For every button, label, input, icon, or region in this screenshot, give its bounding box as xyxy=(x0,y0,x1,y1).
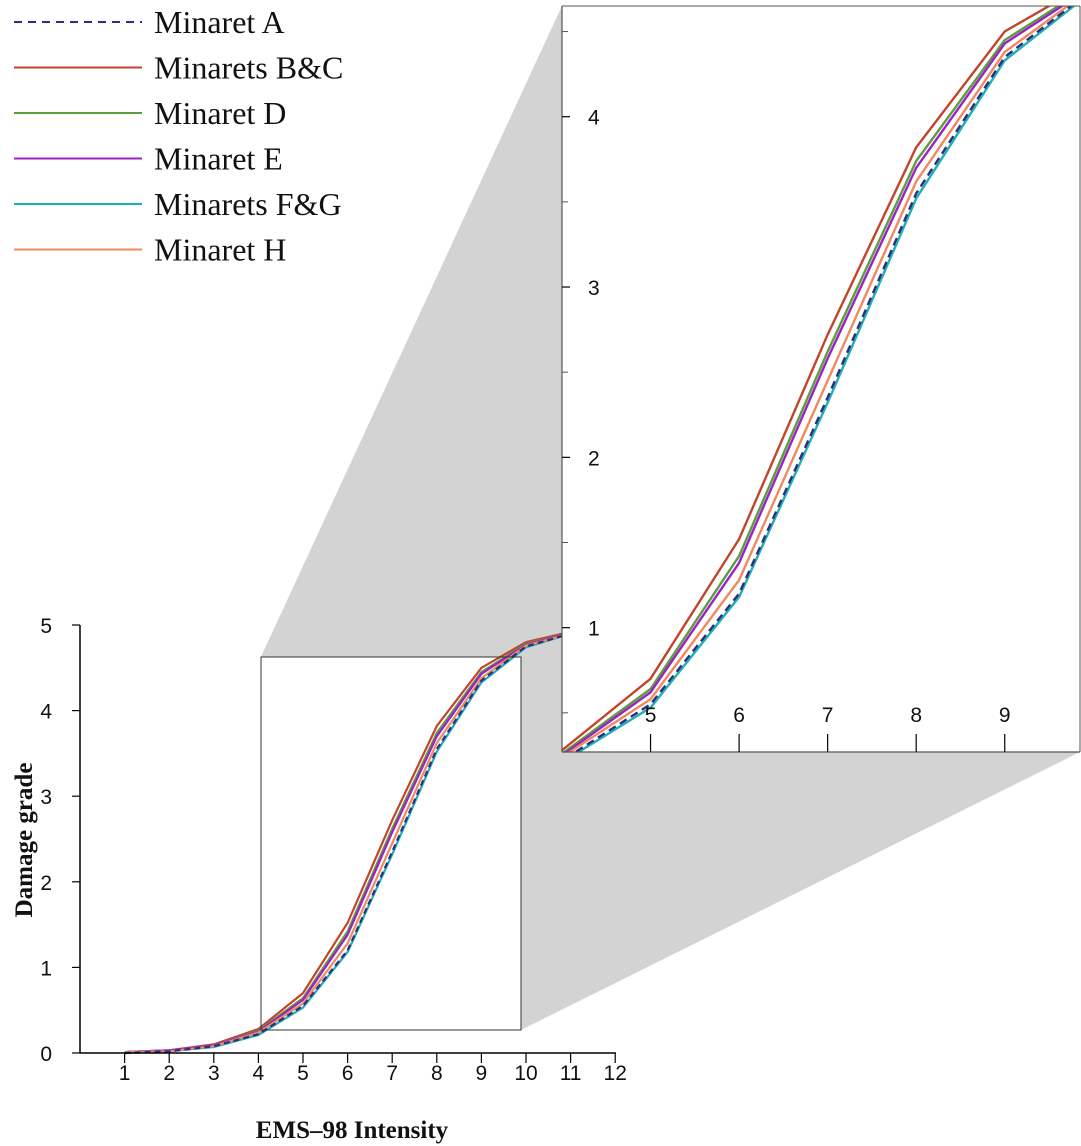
legend-label: Minarets F&G xyxy=(154,186,342,222)
legend-label: Minaret A xyxy=(154,4,285,40)
legend-item-minarets-f-g: Minarets F&G xyxy=(14,186,342,222)
inset-x-tick-label: 8 xyxy=(910,704,922,727)
y-tick-label: 2 xyxy=(40,872,52,895)
inset-y-ticks: 1 2 3 4 xyxy=(562,31,600,714)
y-tick-label: 4 xyxy=(40,701,52,724)
legend-item-minarets-b-c: Minarets B&C xyxy=(14,50,343,86)
legend-label: Minarets B&C xyxy=(154,50,343,86)
inset-series-group xyxy=(562,6,1076,752)
legend-label: Minaret D xyxy=(154,95,286,131)
legend-label: Minaret E xyxy=(154,141,283,177)
x-tick-label: 1 xyxy=(119,1062,131,1085)
inset-series-line-minaret-d xyxy=(562,6,1061,752)
inset-y-tick-label: 4 xyxy=(588,107,600,130)
inset-y-tick-label: 1 xyxy=(588,618,600,641)
inset-series-line-minaret-h xyxy=(567,6,1070,752)
legend: Minaret A Minarets B&C Minaret D Minaret E M… xyxy=(14,4,343,268)
main-series-group xyxy=(124,630,571,1055)
x-axis-title: EMS–98 Intensity xyxy=(256,1117,449,1144)
x-tick-label: 6 xyxy=(342,1062,354,1085)
x-tick-label: 7 xyxy=(386,1062,398,1085)
zoom-region-box xyxy=(260,656,522,1031)
legend-item-minaret-e: Minaret E xyxy=(14,141,283,177)
x-tick-label: 4 xyxy=(253,1062,265,1085)
x-tick-label: 3 xyxy=(208,1062,220,1085)
inset-y-tick-label: 3 xyxy=(588,277,600,300)
y-tick-label: 3 xyxy=(40,786,52,809)
inset-series-line-minarets-f-g xyxy=(576,6,1076,752)
y-axis-title: Damage grade xyxy=(11,763,38,918)
y-tick-label: 1 xyxy=(40,957,52,980)
series-line-minarets-f-g xyxy=(124,632,571,1055)
inset-series-line-minarets-b-c xyxy=(562,6,1052,752)
series-line-minaret-h xyxy=(124,632,571,1054)
x-tick-label: 12 xyxy=(604,1062,627,1085)
legend-item-minaret-a: Minaret A xyxy=(14,4,285,40)
inset-x-tick-label: 9 xyxy=(999,704,1011,727)
inset-x-tick-label: 7 xyxy=(822,704,834,727)
series-line-minaret-e xyxy=(124,631,571,1054)
inset-plot: 1 2 3 4 5 6 7 8 9 xyxy=(561,5,1081,753)
inset-x-tick-label: 6 xyxy=(733,704,745,727)
x-tick-label: 9 xyxy=(476,1062,488,1085)
series-line-minaret-a xyxy=(124,632,571,1055)
series-line-minarets-b-c xyxy=(124,630,571,1054)
zoom-shade-left xyxy=(261,6,562,752)
x-tick-label: 11 xyxy=(560,1062,582,1085)
y-tick-label: 5 xyxy=(40,615,52,638)
legend-item-minaret-h: Minaret H xyxy=(14,232,286,268)
x-tick-label: 10 xyxy=(514,1062,537,1085)
legend-label: Minaret H xyxy=(154,232,286,268)
inset-background xyxy=(562,6,1080,752)
inset-series-line-minaret-e xyxy=(564,6,1065,752)
legend-item-minaret-d: Minaret D xyxy=(14,95,286,131)
x-tick-label: 2 xyxy=(163,1062,175,1085)
x-axis-ticks: 1 2 3 4 5 6 7 8 9 10 11 12 xyxy=(119,1053,627,1085)
x-tick-label: 5 xyxy=(297,1062,309,1085)
zoom-projection-shading xyxy=(261,6,1080,1030)
zoom-shade-lower xyxy=(521,657,1080,1030)
inset-y-tick-label: 2 xyxy=(588,447,600,470)
series-line-minaret-d xyxy=(124,631,571,1054)
inset-x-tick-label: 5 xyxy=(645,704,657,727)
x-tick-label: 8 xyxy=(431,1062,443,1085)
y-axis-ticks: 0 1 2 3 4 5 xyxy=(40,615,80,1066)
inset-x-ticks: 5 6 7 8 9 xyxy=(645,704,1011,752)
y-tick-label: 0 xyxy=(40,1043,52,1066)
